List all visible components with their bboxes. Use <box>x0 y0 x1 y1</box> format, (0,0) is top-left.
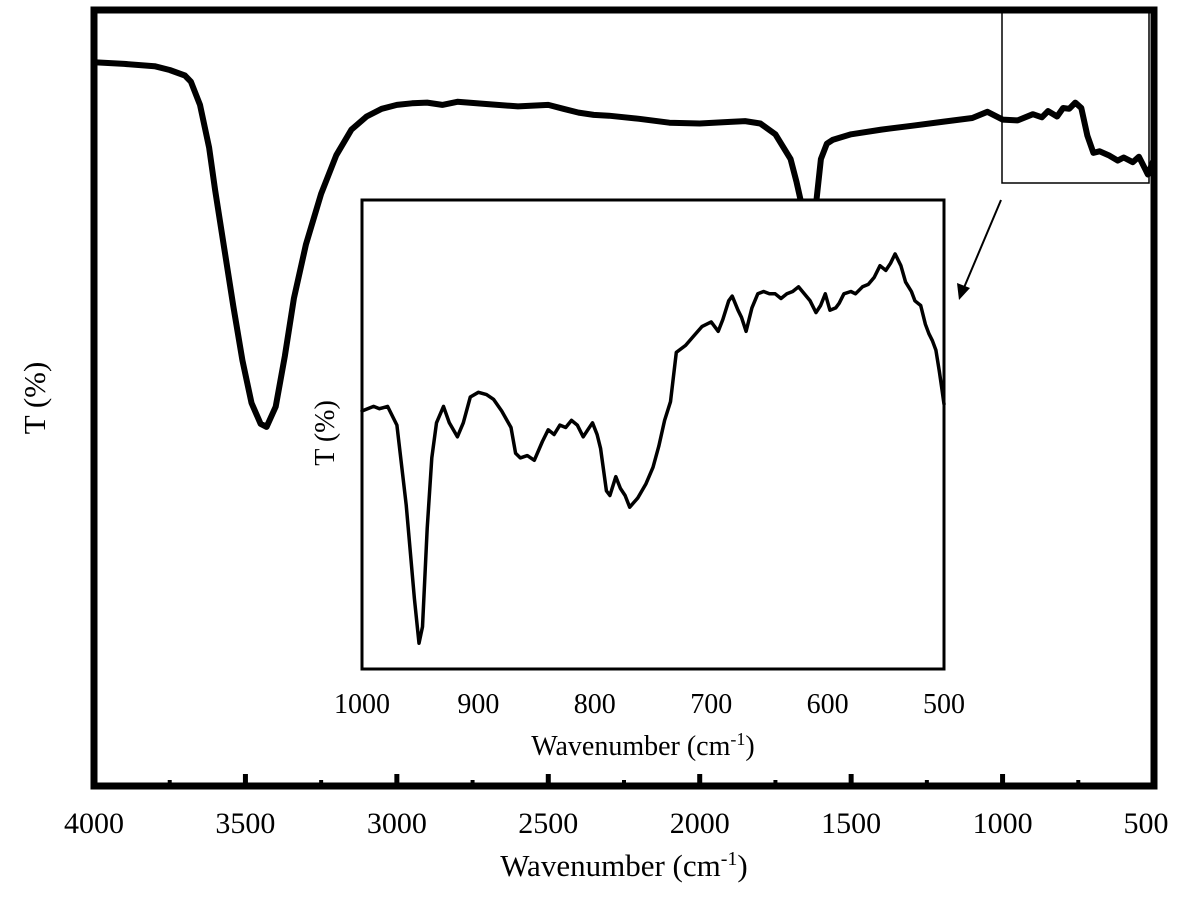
main-chart: 4000 3500 3000 2500 2000 1500 1000 500 Wavenumb… <box>17 6 1169 883</box>
main-spectrum-line <box>91 59 1157 430</box>
main-x-tick-label: 2500 <box>518 807 578 840</box>
main-y-axis-title: T (%) <box>17 362 52 435</box>
inset-x-axis-title-base: Wavenumber (cm <box>531 731 730 762</box>
inset-x-tick-label: 800 <box>574 689 616 720</box>
main-x-tick-labels: 4000 3500 3000 2500 2000 1500 1000 500 <box>64 807 1169 840</box>
inset-chart: 1000 900 800 700 600 500 Wavenumber (cm-1) T … <box>310 198 965 762</box>
main-x-tick-label: 1000 <box>973 807 1033 840</box>
inset-x-axis-title: Wavenumber (cm-1) <box>531 729 754 762</box>
inset-x-tick-label: 500 <box>923 689 965 720</box>
zoom-arrow <box>957 199 1002 300</box>
inset-x-tick-label: 600 <box>807 689 849 720</box>
main-x-ticks <box>91 774 1157 789</box>
inset-x-axis-title-close: ) <box>745 731 754 762</box>
main-x-tick-label: 3500 <box>215 807 275 840</box>
main-x-axis-title-close: ) <box>737 848 747 883</box>
inset-x-tick-label: 1000 <box>334 689 390 720</box>
main-x-tick-label: 2000 <box>670 807 730 840</box>
zoom-arrow-head <box>957 283 970 300</box>
inset-x-axis-title-sup: -1 <box>730 729 745 749</box>
zoom-arrow-shaft <box>962 199 1002 291</box>
inset-x-tick-labels: 1000 900 800 700 600 500 <box>334 689 965 720</box>
main-x-axis-title-base: Wavenumber (cm <box>500 848 720 883</box>
inset-plot-frame <box>360 198 946 671</box>
main-x-tick-label: 3000 <box>367 807 427 840</box>
main-x-tick-label: 1500 <box>821 807 881 840</box>
main-x-tick-label: 4000 <box>64 807 124 840</box>
inset-x-tick-label: 700 <box>690 689 732 720</box>
main-x-axis-title-sup: -1 <box>721 848 738 870</box>
zoom-region-box <box>1001 11 1150 184</box>
main-x-axis-title: Wavenumber (cm-1) <box>500 848 747 883</box>
inset-y-axis-title: T (%) <box>310 400 341 466</box>
inset-x-tick-label: 900 <box>457 689 499 720</box>
main-x-tick-label: 500 <box>1124 807 1169 840</box>
inset-spectrum-line <box>360 252 946 645</box>
